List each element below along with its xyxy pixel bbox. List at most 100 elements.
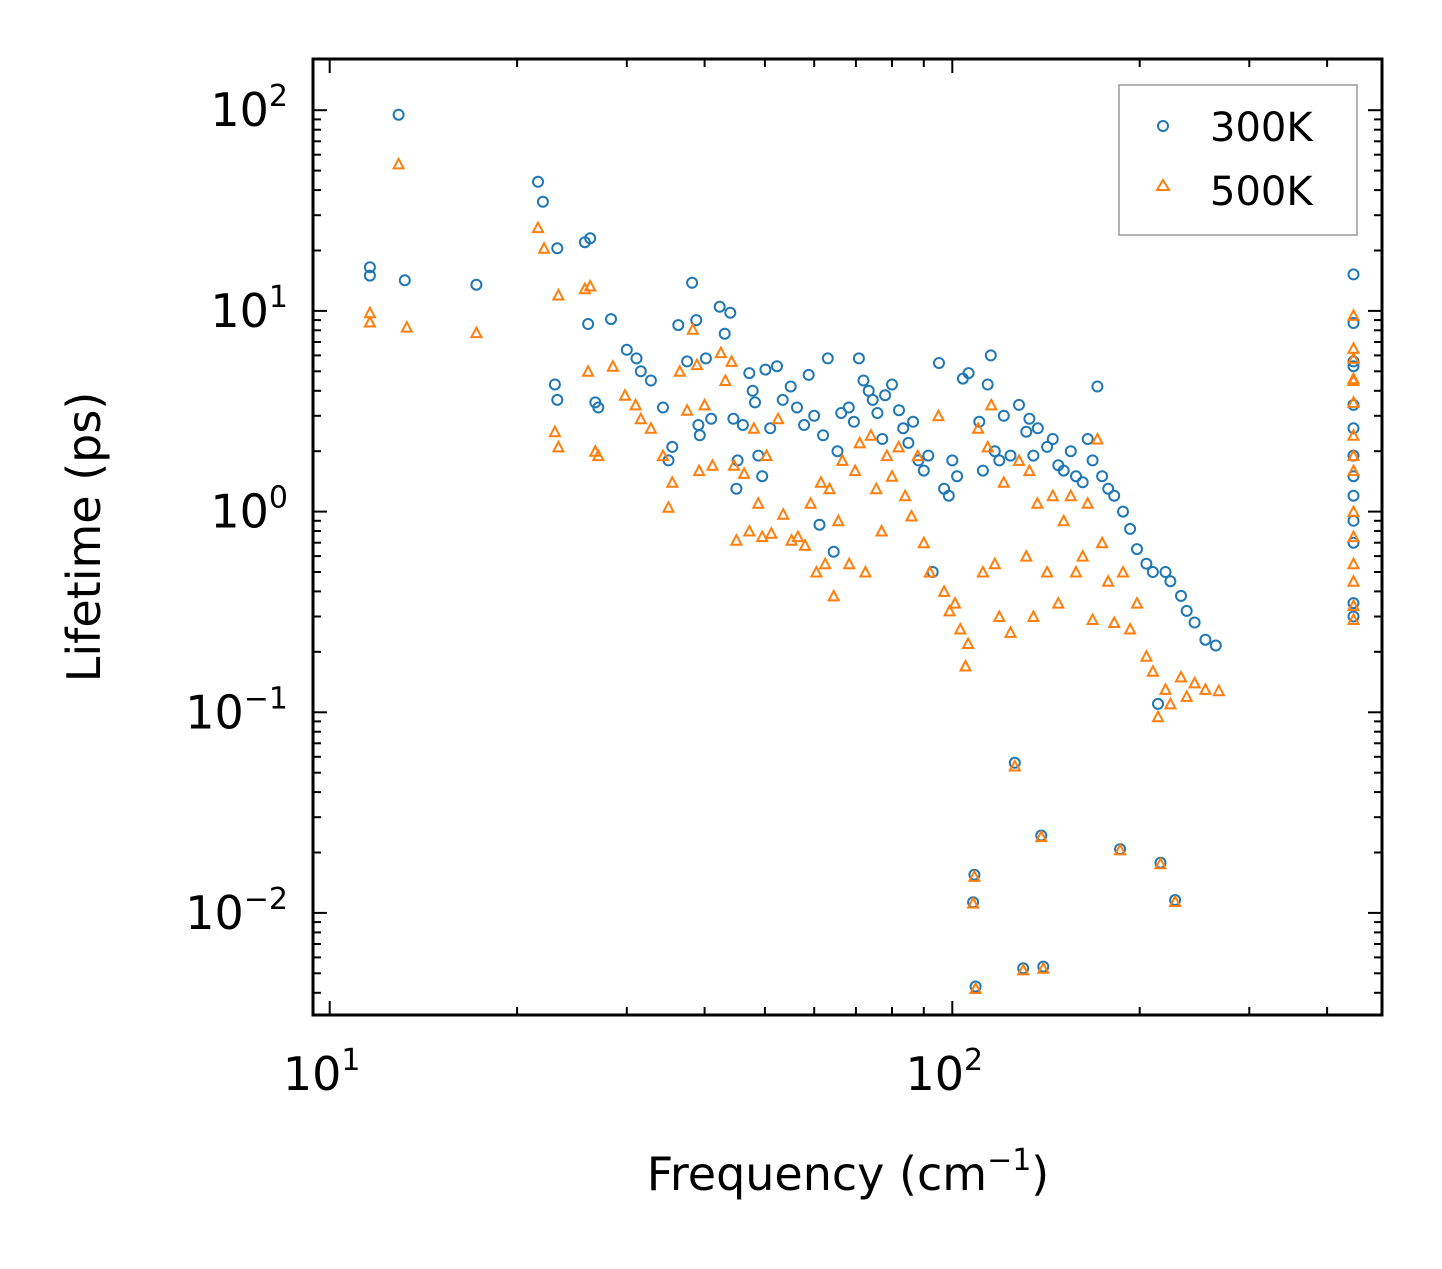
point-300k-17 — [630, 352, 643, 365]
point-300k-99 — [1027, 449, 1040, 462]
point-500k-49 — [814, 475, 828, 488]
point-500k-70 — [931, 408, 946, 422]
point-500k-111 — [1116, 564, 1130, 578]
point-300k-89 — [984, 349, 997, 362]
data-points — [363, 108, 1361, 994]
point-300k-108 — [1070, 470, 1082, 483]
point-500k-139 — [1346, 598, 1361, 612]
point-500k-84 — [988, 556, 1002, 570]
point-300k-15 — [605, 313, 617, 326]
point-300k-52 — [813, 518, 826, 531]
point-300k-93 — [1004, 449, 1017, 462]
point-500k-12 — [581, 364, 595, 377]
point-300k-87 — [976, 464, 989, 477]
point-500k-117 — [1153, 856, 1168, 870]
point-300k-56 — [831, 445, 844, 458]
point-500k-37 — [747, 421, 761, 434]
point-300k-107 — [1064, 445, 1077, 458]
point-300k-27 — [692, 419, 705, 431]
point-500k-11 — [583, 278, 597, 292]
point-500k-137 — [1346, 556, 1361, 570]
point-500k-17 — [628, 397, 643, 411]
point-300k-26 — [690, 314, 703, 327]
point-300k-119 — [1131, 543, 1143, 556]
point-500k-96 — [1036, 961, 1050, 974]
point-300k-59 — [847, 415, 860, 428]
point-300k-50 — [802, 368, 815, 381]
point-300k-64 — [871, 407, 884, 419]
point-500k-107 — [1095, 535, 1109, 549]
point-300k-114 — [1102, 482, 1115, 495]
point-300k-58 — [842, 401, 855, 414]
point-500k-9 — [551, 439, 566, 453]
point-500k-122 — [1180, 689, 1194, 702]
y-tick-label-2: 100 — [210, 481, 288, 539]
point-300k-112 — [1091, 380, 1104, 393]
point-300k-117 — [1117, 505, 1129, 518]
point-300k-144 — [1347, 610, 1360, 623]
point-500k-91 — [1019, 548, 1033, 562]
point-300k-34 — [727, 412, 740, 425]
point-300k-78 — [942, 489, 955, 502]
point-300k-104 — [1046, 433, 1059, 445]
point-500k-18 — [634, 411, 648, 425]
point-500k-40 — [759, 448, 774, 462]
point-500k-42 — [771, 411, 785, 425]
point-300k-23 — [672, 319, 685, 332]
point-500k-4 — [469, 325, 484, 339]
point-300k-141 — [1347, 514, 1360, 527]
point-500k-115 — [1146, 664, 1160, 677]
point-500k-85 — [992, 609, 1006, 622]
point-300k-31 — [713, 300, 726, 313]
point-300k-39 — [746, 384, 759, 397]
point-500k-48 — [809, 564, 824, 578]
y-tick-label-4: 10−2 — [185, 882, 288, 940]
point-500k-46 — [798, 538, 812, 551]
point-300k-118 — [1124, 522, 1137, 535]
point-300k-95 — [1013, 398, 1025, 411]
point-300k-88 — [981, 378, 994, 391]
point-500k-132 — [1346, 428, 1361, 441]
x-tick-label-0: 101 — [283, 1043, 361, 1101]
point-300k-22 — [666, 440, 679, 453]
legend-label-500k: 500K — [1210, 169, 1314, 215]
point-300k-137 — [1347, 422, 1360, 435]
point-500k-125 — [1212, 683, 1226, 697]
y-tick-label-base: 10 — [210, 83, 269, 137]
y-tick-label-exponent: 2 — [269, 79, 288, 114]
x-tick-label-base: 10 — [283, 1047, 342, 1101]
point-300k-54 — [821, 352, 834, 365]
y-tick-label-base: 10 — [210, 485, 269, 539]
point-300k-1 — [363, 269, 376, 282]
point-500k-14 — [591, 448, 605, 462]
point-500k-28 — [697, 397, 712, 411]
point-500k-78 — [967, 869, 982, 882]
point-300k-133 — [1347, 317, 1360, 329]
point-500k-93 — [1026, 609, 1041, 622]
point-300k-74 — [922, 449, 935, 462]
point-500k-113 — [1130, 595, 1144, 609]
point-300k-76 — [933, 357, 945, 369]
point-300k-44 — [764, 422, 777, 435]
point-300k-48 — [791, 401, 803, 414]
point-500k-61 — [874, 523, 889, 537]
point-300k-14 — [592, 401, 605, 414]
point-500k-90 — [1016, 962, 1030, 976]
point-500k-43 — [776, 507, 790, 520]
point-500k-108 — [1101, 574, 1115, 587]
point-500k-35 — [737, 466, 751, 479]
y-tick-label-exponent: 1 — [269, 280, 288, 315]
point-500k-81 — [976, 564, 990, 578]
point-300k-139 — [1347, 470, 1360, 483]
legend-box — [1118, 84, 1358, 236]
plot-frame — [311, 57, 1384, 1017]
point-300k-106 — [1057, 464, 1070, 477]
point-300k-67 — [886, 378, 898, 391]
point-500k-32 — [724, 354, 739, 367]
point-500k-131 — [1346, 395, 1361, 408]
point-500k-39 — [755, 529, 769, 543]
point-300k-97 — [1020, 425, 1033, 438]
point-500k-116 — [1151, 709, 1165, 723]
